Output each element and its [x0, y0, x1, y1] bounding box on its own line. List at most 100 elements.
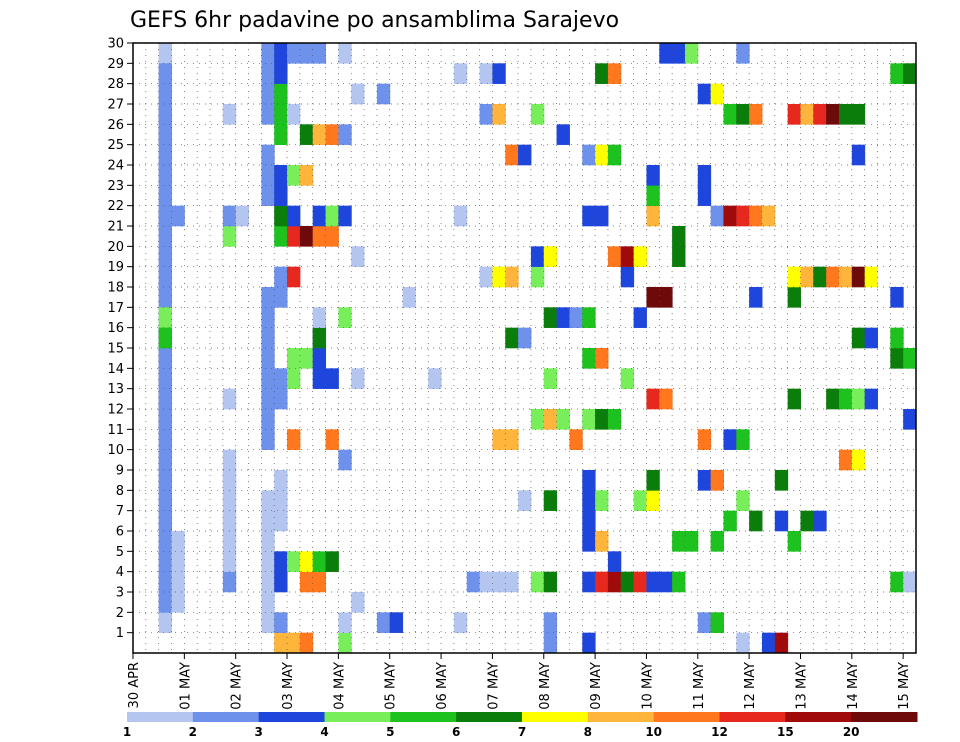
heat-cell	[312, 205, 327, 227]
legend-label: 6	[452, 725, 460, 739]
heat-cell	[659, 287, 673, 308]
y-tick-label: 17	[107, 301, 124, 316]
heat-cell	[158, 205, 173, 227]
heat-cell	[736, 429, 750, 450]
heat-cell	[543, 368, 558, 389]
heat-cell	[325, 124, 339, 145]
heat-cell	[736, 104, 750, 125]
heat-cell	[582, 632, 596, 654]
heat-cell	[274, 632, 288, 654]
heat-cell	[736, 632, 750, 654]
heat-cell	[595, 348, 609, 369]
heat-cell	[838, 104, 853, 125]
heat-cell	[787, 104, 801, 125]
y-tick-label: 9	[116, 464, 124, 479]
heat-cell	[505, 266, 519, 288]
y-tick-label: 1	[116, 626, 124, 641]
heat-cell	[543, 409, 558, 430]
heat-cell	[697, 429, 712, 450]
heat-cell	[582, 470, 596, 552]
heat-cell	[325, 429, 339, 450]
heat-cell	[325, 551, 339, 572]
heat-cell	[774, 470, 789, 491]
legend-label: 7	[518, 725, 526, 739]
heat-cell	[530, 571, 545, 593]
heat-cell	[736, 205, 750, 227]
heat-cell	[171, 531, 185, 613]
heat-cell	[338, 124, 352, 145]
heat-cell	[838, 449, 853, 471]
heat-cell	[710, 205, 724, 227]
heat-cell	[274, 165, 288, 206]
heat-cell	[287, 165, 301, 186]
heat-cell	[171, 205, 185, 227]
heat-cell	[595, 409, 609, 430]
heat-cell	[351, 246, 365, 267]
heat-cell	[672, 226, 686, 247]
x-tick-label: 01 MAY	[178, 662, 193, 710]
heat-cell	[749, 104, 763, 125]
y-tick-label: 12	[107, 403, 124, 418]
heat-cell	[633, 490, 647, 511]
legend-swatch	[324, 712, 391, 722]
heat-cell	[569, 307, 583, 328]
heat-cell	[826, 266, 840, 288]
heat-cell	[530, 104, 545, 125]
heat-cell	[338, 449, 352, 471]
heat-cell	[312, 551, 327, 572]
heat-cell	[646, 388, 660, 410]
heat-cell	[826, 388, 840, 410]
heat-cell	[325, 205, 339, 227]
legend-swatch	[192, 712, 260, 722]
cells-layer	[158, 43, 917, 654]
heat-cell	[813, 104, 827, 125]
y-tick-label: 18	[107, 281, 124, 296]
heat-cell	[672, 246, 686, 267]
heat-cell	[851, 144, 866, 166]
y-tick-label: 19	[107, 260, 124, 275]
heat-cell	[261, 43, 275, 125]
heat-cell	[684, 43, 699, 64]
y-tick-label: 20	[107, 240, 124, 255]
heat-cell	[299, 226, 314, 247]
heat-cell	[697, 165, 712, 206]
heat-cell	[774, 510, 789, 532]
heat-cell	[697, 612, 712, 633]
x-tick-label: 14 MAY	[846, 662, 861, 710]
heat-cell	[479, 63, 493, 84]
legend-label: 5	[386, 725, 394, 739]
heat-cell	[299, 632, 314, 654]
heat-cell	[505, 144, 519, 166]
heat-cell	[492, 571, 506, 593]
heat-cell	[710, 612, 724, 633]
heat-cell	[633, 246, 647, 267]
heat-cell	[851, 266, 866, 288]
heat-cell	[890, 287, 904, 308]
legend-swatch	[587, 712, 655, 722]
heat-cell	[479, 571, 493, 593]
heat-cell	[530, 246, 545, 267]
heat-cell	[351, 592, 365, 613]
heat-cell	[518, 144, 532, 166]
heat-cell	[351, 83, 365, 105]
heat-cell	[710, 470, 724, 491]
heat-cell	[723, 205, 737, 227]
heat-cell	[607, 144, 622, 166]
heat-cell	[505, 571, 519, 593]
heat-cell	[556, 409, 570, 430]
heat-cell	[684, 531, 699, 552]
heat-cell	[800, 510, 814, 532]
heat-cell	[274, 205, 288, 227]
y-tick-label: 10	[107, 443, 124, 458]
heat-cell	[453, 63, 468, 84]
heat-cell	[261, 144, 275, 206]
heat-cell	[595, 205, 609, 227]
heat-cell	[774, 632, 789, 654]
heat-cell	[376, 612, 391, 633]
heat-cell	[299, 124, 314, 145]
heat-cell	[543, 490, 558, 511]
heat-cell	[274, 551, 288, 593]
heat-cell	[607, 63, 622, 84]
heat-cell	[595, 63, 609, 84]
